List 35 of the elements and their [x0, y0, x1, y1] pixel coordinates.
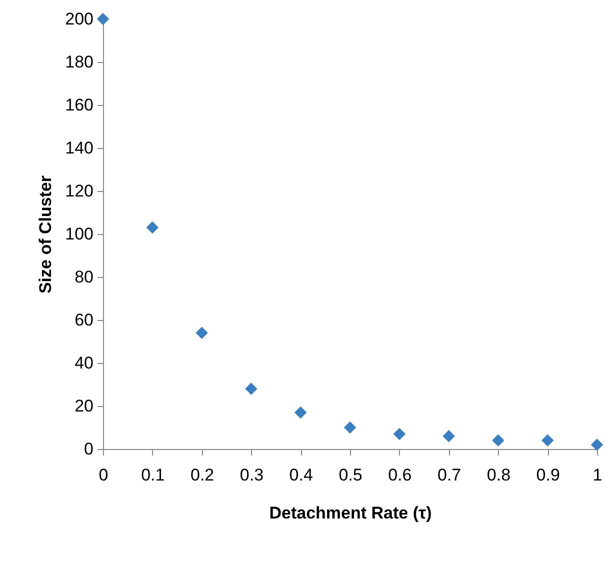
- point: [294, 406, 307, 419]
- y-tick-label: 40: [74, 354, 94, 372]
- x-axis-title: Detachment Rate (τ): [269, 504, 432, 522]
- point: [146, 221, 159, 234]
- y-tick-label: 100: [65, 224, 94, 244]
- point: [442, 430, 455, 442]
- point: [393, 428, 406, 440]
- point: [245, 382, 258, 395]
- point: [541, 434, 554, 447]
- x-tick-label: 0.6: [388, 466, 412, 484]
- x-tick-label: 1: [592, 466, 602, 484]
- y-tick-label: 200: [65, 10, 94, 28]
- x-tick-label: 0.1: [141, 466, 165, 484]
- y-tick-label: 80: [74, 268, 94, 286]
- point: [590, 438, 604, 451]
- x-tick-label: 0.9: [536, 466, 560, 484]
- x-tick-label: 0.5: [338, 466, 362, 484]
- point: [492, 434, 504, 447]
- y-tick-label: 120: [65, 182, 94, 200]
- x-tick-label: 0.8: [486, 466, 511, 484]
- y-tick-label: 160: [65, 96, 94, 114]
- point: [96, 12, 110, 26]
- y-tick-label: 20: [74, 396, 94, 416]
- x-tick-label: 0.2: [190, 466, 214, 484]
- x-tick-label: 0: [98, 466, 108, 484]
- x-tick-label: 0.4: [289, 466, 313, 484]
- y-tick-label: 0: [84, 440, 94, 458]
- x-tick-label: 0.3: [240, 466, 264, 484]
- y-tick-label: 140: [65, 138, 94, 158]
- point: [344, 421, 356, 434]
- y-tick-label: 60: [74, 310, 94, 330]
- y-axis-title: Size of Cluster: [36, 175, 56, 294]
- y-tick-label: 180: [65, 52, 94, 72]
- point: [196, 326, 208, 340]
- x-tick-label: 0.7: [437, 466, 462, 484]
